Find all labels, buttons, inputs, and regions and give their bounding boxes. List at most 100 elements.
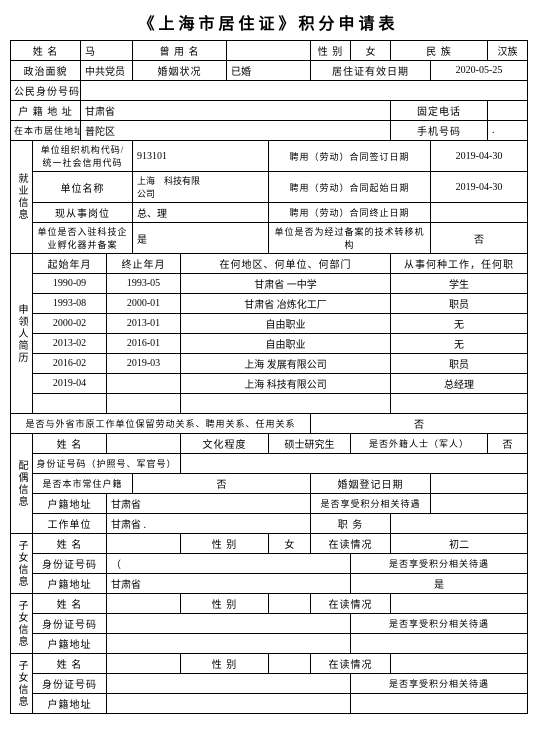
child2-id-value [107,614,351,634]
spouse-pos-label: 职 务 [311,514,391,534]
techtrans-value: 否 [431,223,528,254]
political-value: 中共党员 [81,61,133,81]
startdate-label: 聘用（劳动）合同起始日期 [269,172,431,203]
incubator-label: 单位是否入驻科技企业孵化器并备案 [33,223,133,254]
form-table: 姓 名 马 曾 用 名 性 别 女 民 族 汉族 政治面貌 中共党员 婚姻状况 … [10,40,528,714]
child1-stu-value: 初二 [391,534,528,554]
child1-id-value: （ [107,554,351,574]
page-title: 《上海市居住证》积分申请表 [10,10,527,34]
child3-id-value [107,674,351,694]
residence-value: 普陀区 [81,121,391,141]
otherrel-value: 否 [311,414,528,434]
resume-row [11,394,528,414]
mobile-label: 手机号码 [391,121,488,141]
child2-name-label: 姓 名 [33,594,107,614]
spouse-local-label: 是否本市常住户籍 [33,474,133,494]
child1-hk-value: 甘肃省 [107,574,351,594]
resume-row: 2016-02 2019-03 上海 发展有限公司 职员 [11,354,528,374]
usedname-label: 曾 用 名 [133,41,227,61]
resume-h3: 在何地区、何单位、何部门 [181,254,391,274]
spouse-foreign-value: 否 [488,434,528,454]
mobile-value: . [488,121,528,141]
child2-sex-value [269,594,311,614]
spouse-hk-value: 甘肃省 [107,494,311,514]
techtrans-label: 单位是否为经过备案的技术转移机构 [269,223,431,254]
name-value: 马 [81,41,133,61]
child1-name-value [107,534,181,554]
spouse-mdate-value [431,474,528,494]
resume-h1: 起始年月 [33,254,107,274]
child2-name-value [107,594,181,614]
job-label: 现从事岗位 [33,203,133,223]
child1-id-label: 身份证号码 [33,554,107,574]
spouse-work-label: 工作单位 [33,514,107,534]
otherrel-label: 是否与外省市原工作单位保留劳动关系、聘用关系、任用关系 [11,414,311,434]
sex-label: 性 别 [311,41,351,61]
signdate-value: 2019-04-30 [431,141,528,172]
resume-h4: 从事何种工作，任何职 [391,254,528,274]
child3-sex-label: 性 别 [181,654,269,674]
spouse-edu-value: 硕士研究生 [269,434,351,454]
enddate-value [431,203,528,223]
spouse-ben-label: 是否享受积分相关待遇 [311,494,431,514]
resume-row: 2013-02 2016-01 自由职业 无 [11,334,528,354]
spouse-id-label: 身份证号码（护照号、军官号） [33,454,181,474]
spouse-hk-label: 户籍地址 [33,494,107,514]
child3-ben-label: 是否享受积分相关待遇 [351,674,528,694]
sex-value: 女 [351,41,391,61]
spouse-name-value [107,434,181,454]
orgcode-value: 913101 [133,141,269,172]
marriage-label: 婚姻状况 [133,61,227,81]
spouse-ben-value [431,494,528,514]
spouse-side: 配偶信息 [11,434,33,534]
child2-hk-label: 户籍地址 [33,634,107,654]
spouse-pos-value [391,514,528,534]
spouse-name-label: 姓 名 [33,434,107,454]
spouse-edu-label: 文化程度 [181,434,269,454]
resume-row: 1993-08 2000-01 甘肃省 冶炼化工厂 职员 [11,294,528,314]
unitname-value: 上海 科技有限公司 [133,172,269,203]
name-label: 姓 名 [11,41,81,61]
child3-name-value [107,654,181,674]
child1-stu-label: 在读情况 [311,534,391,554]
child3-id-label: 身份证号码 [33,674,107,694]
hukou-value: 甘肃省 [81,101,391,121]
tel-value [488,101,528,121]
child2-hk-value [107,634,351,654]
child3-side: 子女信息 [11,654,33,714]
child2-id-label: 身份证号码 [33,614,107,634]
child1-hk-label: 户籍地址 [33,574,107,594]
valid-label: 居住证有效日期 [311,61,431,81]
tel-label: 固定电话 [391,101,488,121]
startdate-value: 2019-04-30 [431,172,528,203]
child2-sex-label: 性 别 [181,594,269,614]
resume-h2: 终止年月 [107,254,181,274]
ethnic-value: 汉族 [488,41,528,61]
incubator-value: 是 [133,223,269,254]
hukou-label: 户 籍 地 址 [11,101,81,121]
idnum-value [81,81,528,101]
resume-row: 2000-02 2013-01 自由职业 无 [11,314,528,334]
child3-hk-label: 户籍地址 [33,694,107,714]
spouse-mdate-label: 婚姻登记日期 [311,474,431,494]
spouse-work-value: 甘肃省 . [107,514,311,534]
child3-sex-value [269,654,311,674]
job-value: 总、理 [133,203,269,223]
residence-label: 在本市居住地址 [11,121,81,141]
child3-hk-value [107,694,351,714]
child1-sex-label: 性 别 [181,534,269,554]
child1-ben-value: 是 [351,574,528,594]
resume-side: 申领人简历 [11,254,33,414]
resume-row: 2019-04 上海 科技有限公司 总经理 [11,374,528,394]
child2-stu-value [391,594,528,614]
child2-side: 子女信息 [11,594,33,654]
child3-name-label: 姓 名 [33,654,107,674]
child1-sex-value: 女 [269,534,311,554]
usedname-value [227,41,311,61]
spouse-local-value: 否 [133,474,311,494]
marriage-value: 已婚 [227,61,311,81]
child2-ben-label: 是否享受积分相关待遇 [351,614,528,634]
enddate-label: 聘用（劳动）合同终止日期 [269,203,431,223]
idnum-label: 公民身份号码 [11,81,81,101]
employment-side: 就业信息 [11,141,33,254]
